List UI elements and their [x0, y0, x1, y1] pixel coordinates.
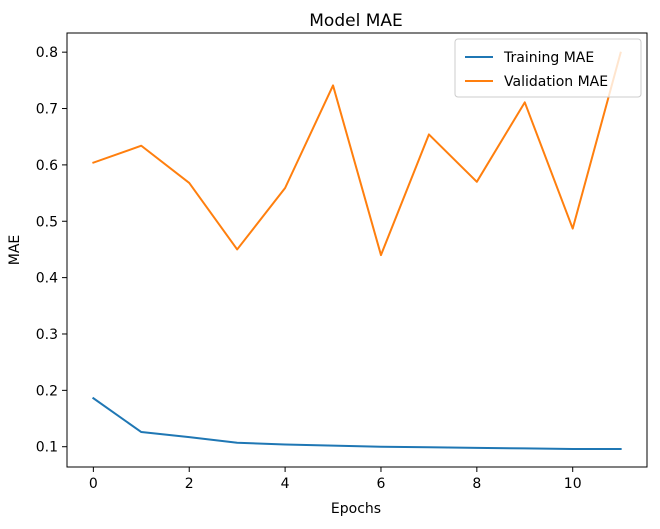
- legend-label-2: Validation MAE: [504, 74, 608, 90]
- x-axis-title: Epochs: [331, 501, 381, 517]
- plot-area: [67, 33, 647, 467]
- y-axis-title: MAE: [7, 235, 23, 266]
- legend-label-1: Training MAE: [503, 50, 594, 66]
- y-tick-label: 0.6: [36, 158, 58, 174]
- legend: Training MAE Validation MAE: [454, 38, 642, 98]
- x-tick-label: 2: [185, 476, 194, 492]
- x-axis: 0 2 4 6 8 10: [89, 467, 582, 492]
- x-tick-label: 8: [472, 476, 481, 492]
- series-line-2: [92, 51, 622, 257]
- y-tick-label: 0.8: [36, 45, 58, 61]
- x-tick-label: 6: [377, 476, 386, 492]
- chart-title: Model MAE: [309, 11, 402, 31]
- series-line-1: [91, 396, 622, 450]
- x-tick-label: 0: [89, 476, 98, 492]
- legend-box: [454, 38, 642, 98]
- y-tick-label: 0.3: [36, 327, 58, 343]
- x-tick-label: 10: [564, 476, 582, 492]
- series-layer: [91, 51, 622, 450]
- plot-frame: [66, 32, 648, 468]
- y-tick-label: 0.2: [36, 383, 58, 399]
- y-axis: 0.1 0.2 0.3 0.4 0.5 0.6 0.7 0.8: [36, 45, 67, 456]
- y-tick-label: 0.7: [36, 102, 58, 118]
- y-tick-label: 0.4: [36, 271, 58, 287]
- y-tick-label: 0.5: [36, 214, 58, 230]
- y-tick-label: 0.1: [36, 440, 58, 456]
- x-tick-label: 4: [281, 476, 290, 492]
